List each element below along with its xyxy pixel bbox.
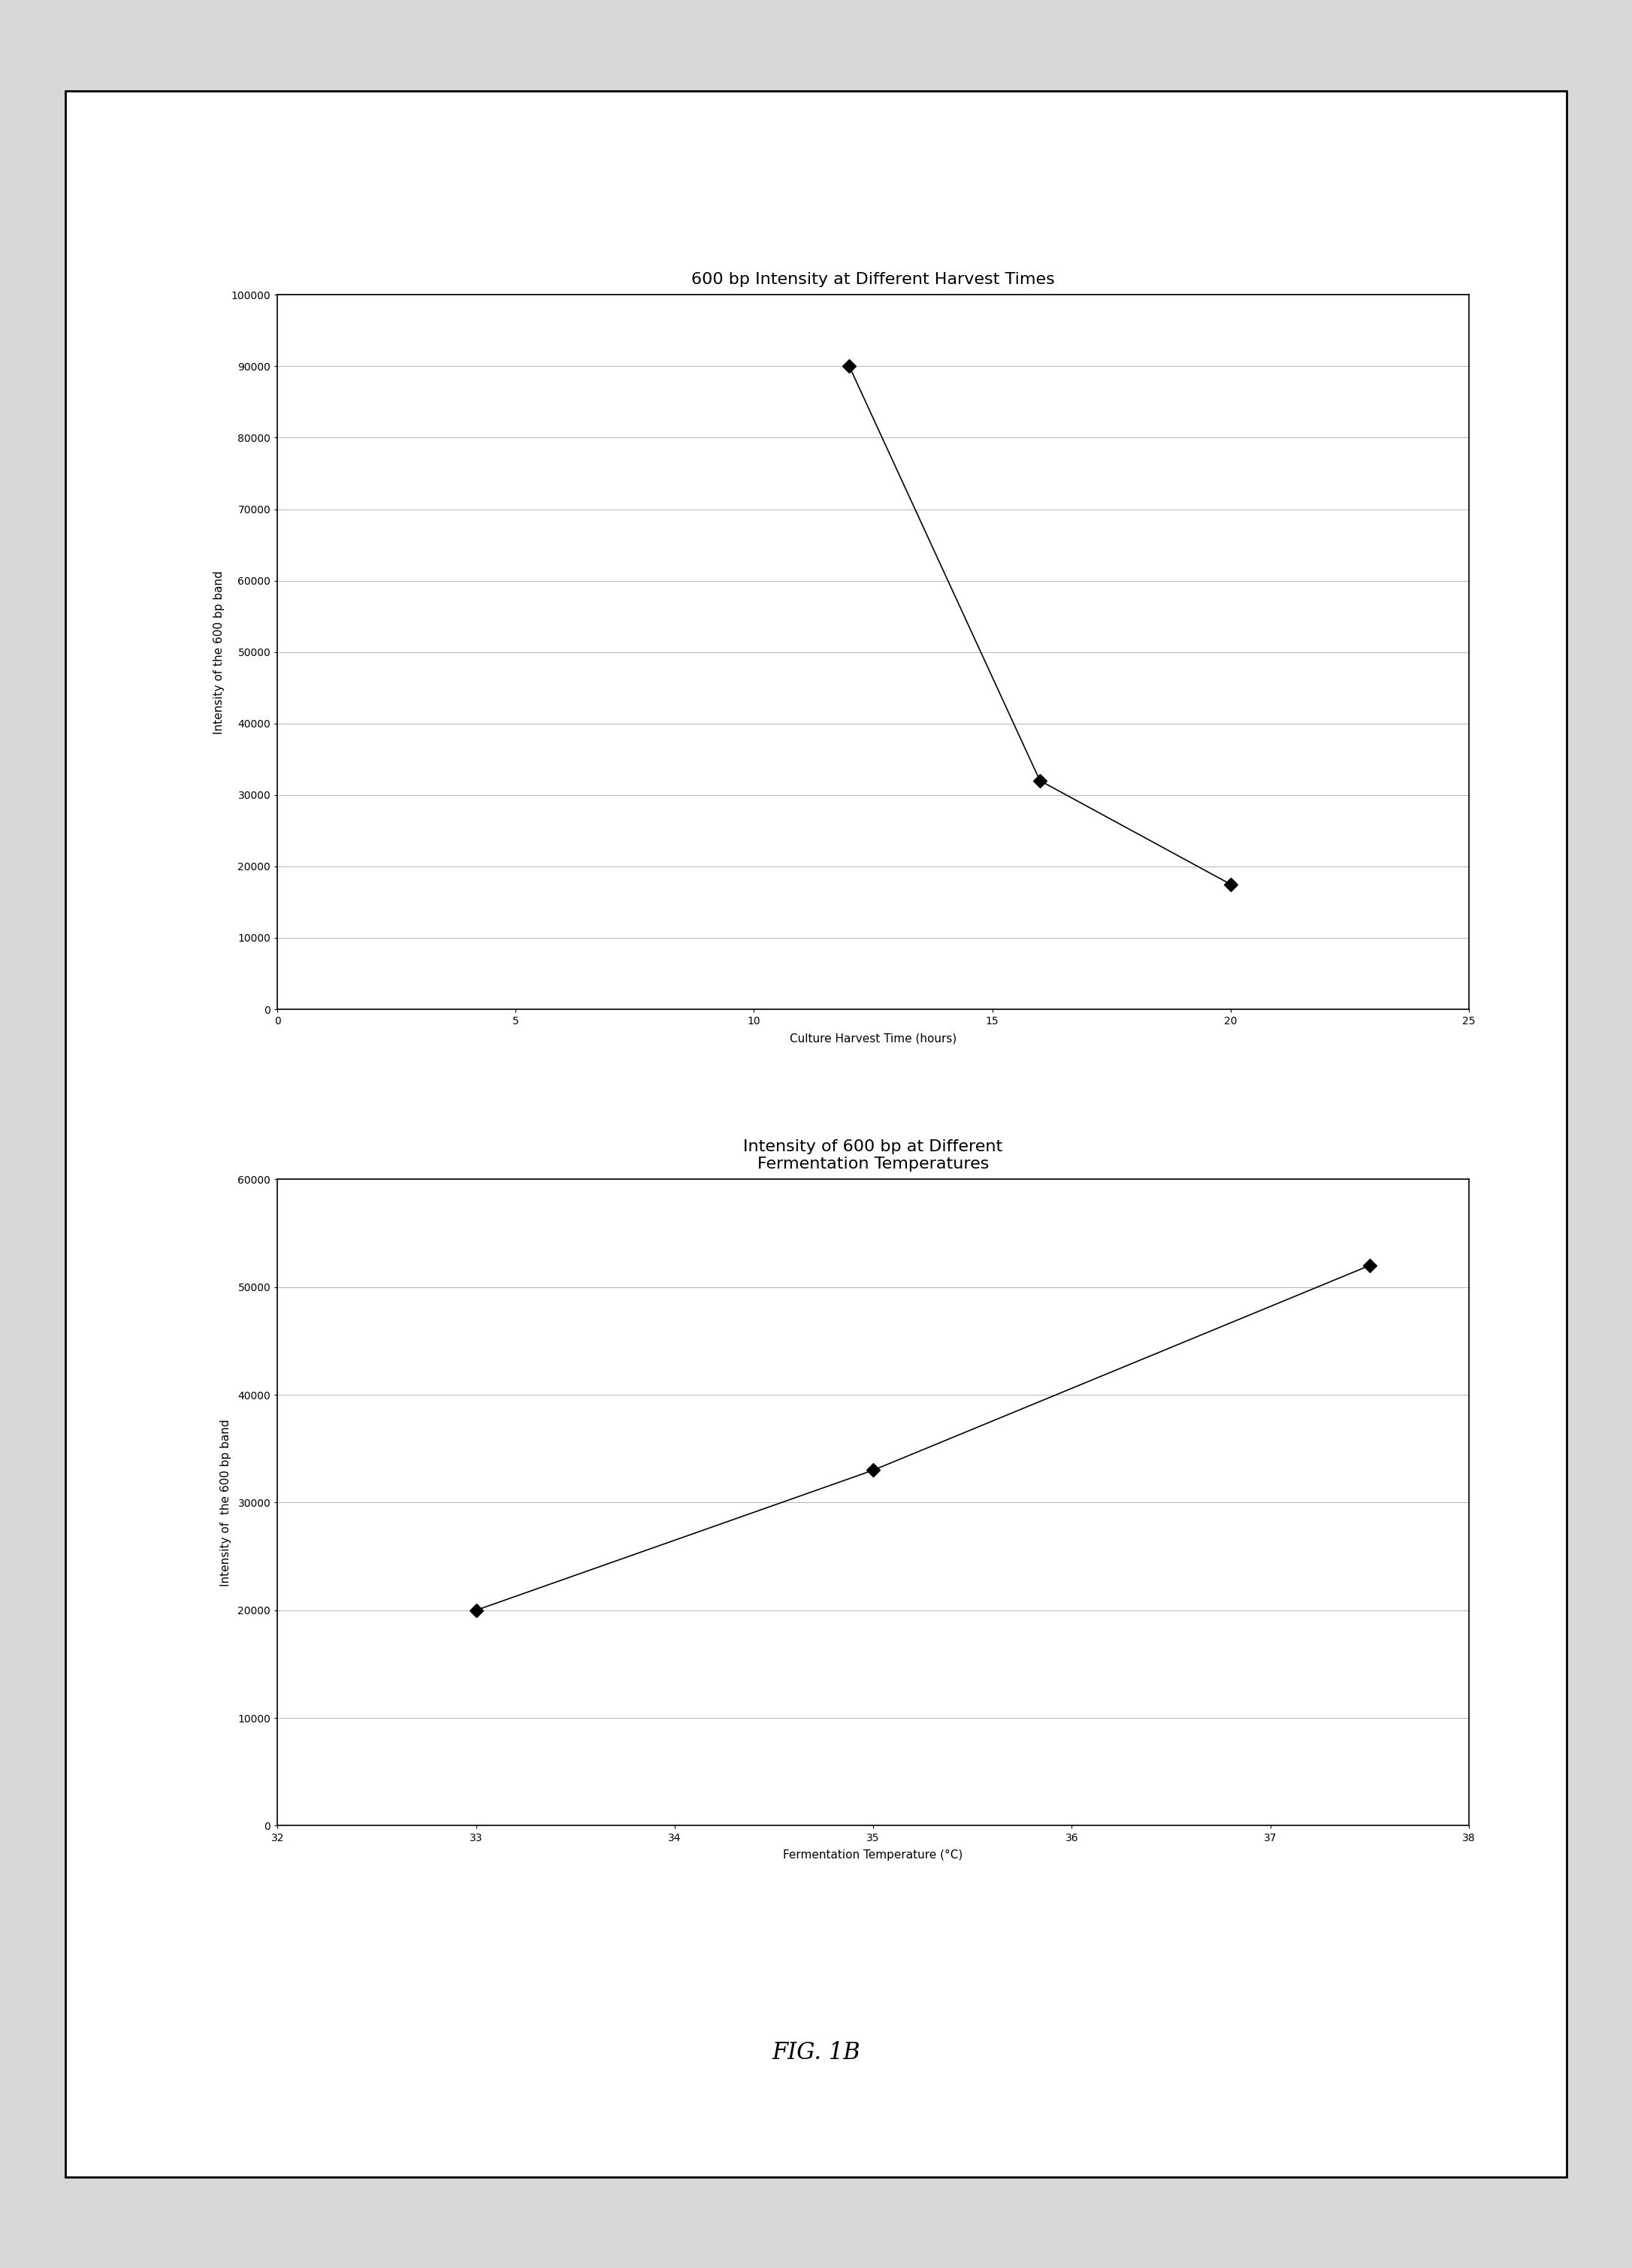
Y-axis label: Intensity of  the 600 bp band: Intensity of the 600 bp band bbox=[220, 1420, 232, 1585]
X-axis label: Culture Harvest Time (hours): Culture Harvest Time (hours) bbox=[790, 1032, 956, 1043]
Text: FIG. 1B: FIG. 1B bbox=[772, 2041, 860, 2064]
Y-axis label: Intensity of the 600 bp band: Intensity of the 600 bp band bbox=[214, 569, 225, 735]
X-axis label: Fermentation Temperature (°C): Fermentation Temperature (°C) bbox=[783, 1848, 963, 1860]
Title: 600 bp Intensity at Different Harvest Times: 600 bp Intensity at Different Harvest Ti… bbox=[692, 272, 1054, 288]
Title: Intensity of 600 bp at Different
Fermentation Temperatures: Intensity of 600 bp at Different Ferment… bbox=[744, 1139, 1002, 1173]
